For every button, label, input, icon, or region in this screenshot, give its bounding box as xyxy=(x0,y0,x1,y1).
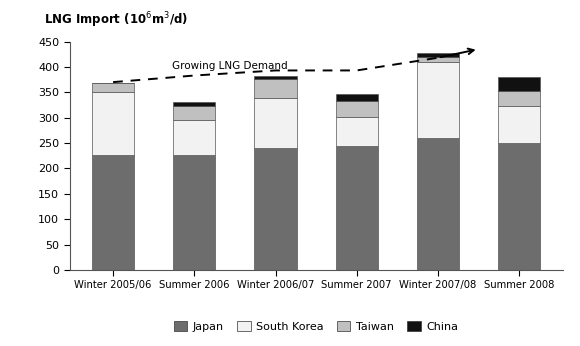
Bar xyxy=(173,102,215,106)
Bar xyxy=(498,77,540,91)
Bar xyxy=(255,75,296,79)
Bar xyxy=(498,107,540,143)
Bar xyxy=(92,92,134,155)
Bar xyxy=(255,98,296,148)
Bar xyxy=(336,117,378,146)
Bar xyxy=(173,120,215,155)
Text: Growing LNG Demand: Growing LNG Demand xyxy=(172,62,287,71)
Bar xyxy=(173,155,215,270)
Legend: Japan, South Korea, Taiwan, China: Japan, South Korea, Taiwan, China xyxy=(169,317,463,336)
Bar xyxy=(255,79,296,98)
Bar xyxy=(336,101,378,117)
Bar xyxy=(417,53,459,57)
Bar xyxy=(255,148,296,270)
Bar xyxy=(417,138,459,270)
Bar xyxy=(336,146,378,270)
Bar xyxy=(173,106,215,120)
Bar xyxy=(92,155,134,270)
Bar xyxy=(498,91,540,107)
Bar xyxy=(92,83,134,92)
Bar xyxy=(336,94,378,101)
Text: LNG Import (10$^6$m$^3$/d): LNG Import (10$^6$m$^3$/d) xyxy=(44,10,187,30)
Bar xyxy=(417,62,459,138)
Bar xyxy=(498,143,540,270)
Bar xyxy=(417,57,459,62)
